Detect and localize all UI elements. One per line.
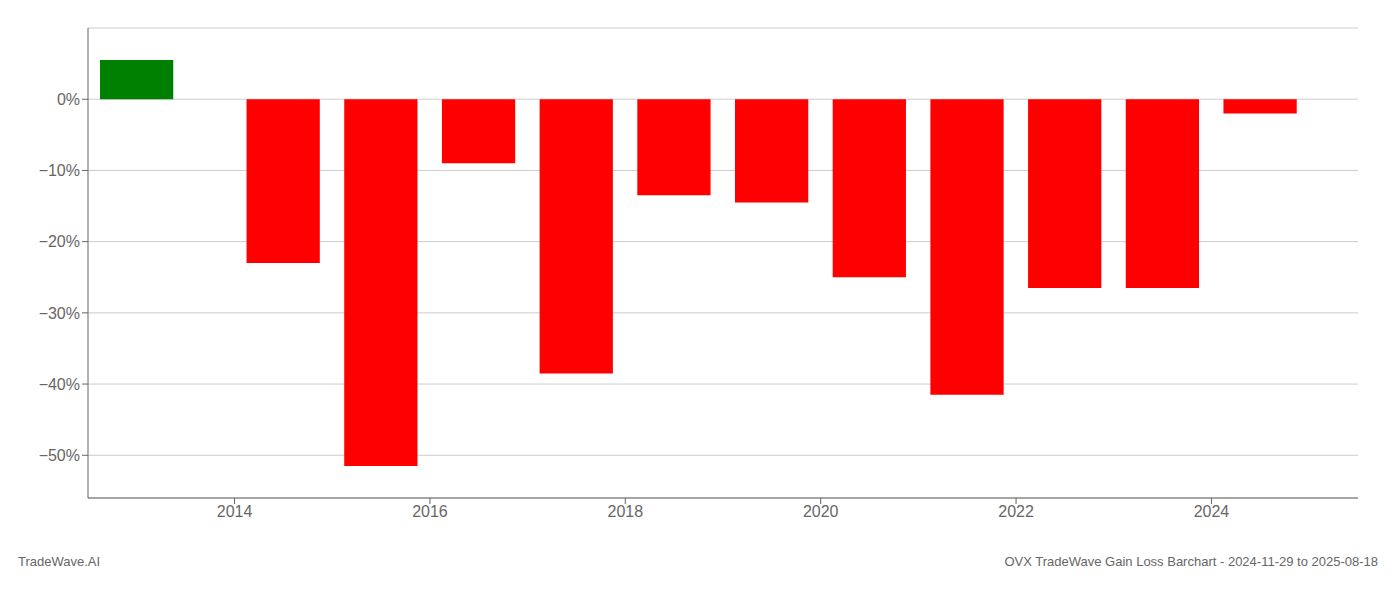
svg-text:−50%: −50%: [39, 447, 80, 464]
svg-text:2022: 2022: [998, 503, 1034, 520]
svg-text:−20%: −20%: [39, 233, 80, 250]
svg-text:2024: 2024: [1194, 503, 1230, 520]
svg-text:2018: 2018: [608, 503, 644, 520]
svg-text:−10%: −10%: [39, 162, 80, 179]
html-text:TradeWave.AI: TradeWave.AI: [18, 554, 101, 569]
svg-text:−40%: −40%: [39, 376, 80, 393]
svg-text:2014: 2014: [217, 503, 253, 520]
svg-text:−30%: −30%: [39, 305, 80, 322]
svg-text:0%: 0%: [57, 91, 80, 108]
html-text:OVX TradeWave Gain Loss Barcha: OVX TradeWave Gain Loss Barchart - 2024-…: [1004, 554, 1378, 569]
svg-text:2020: 2020: [803, 503, 839, 520]
svg-text:2016: 2016: [412, 503, 448, 520]
